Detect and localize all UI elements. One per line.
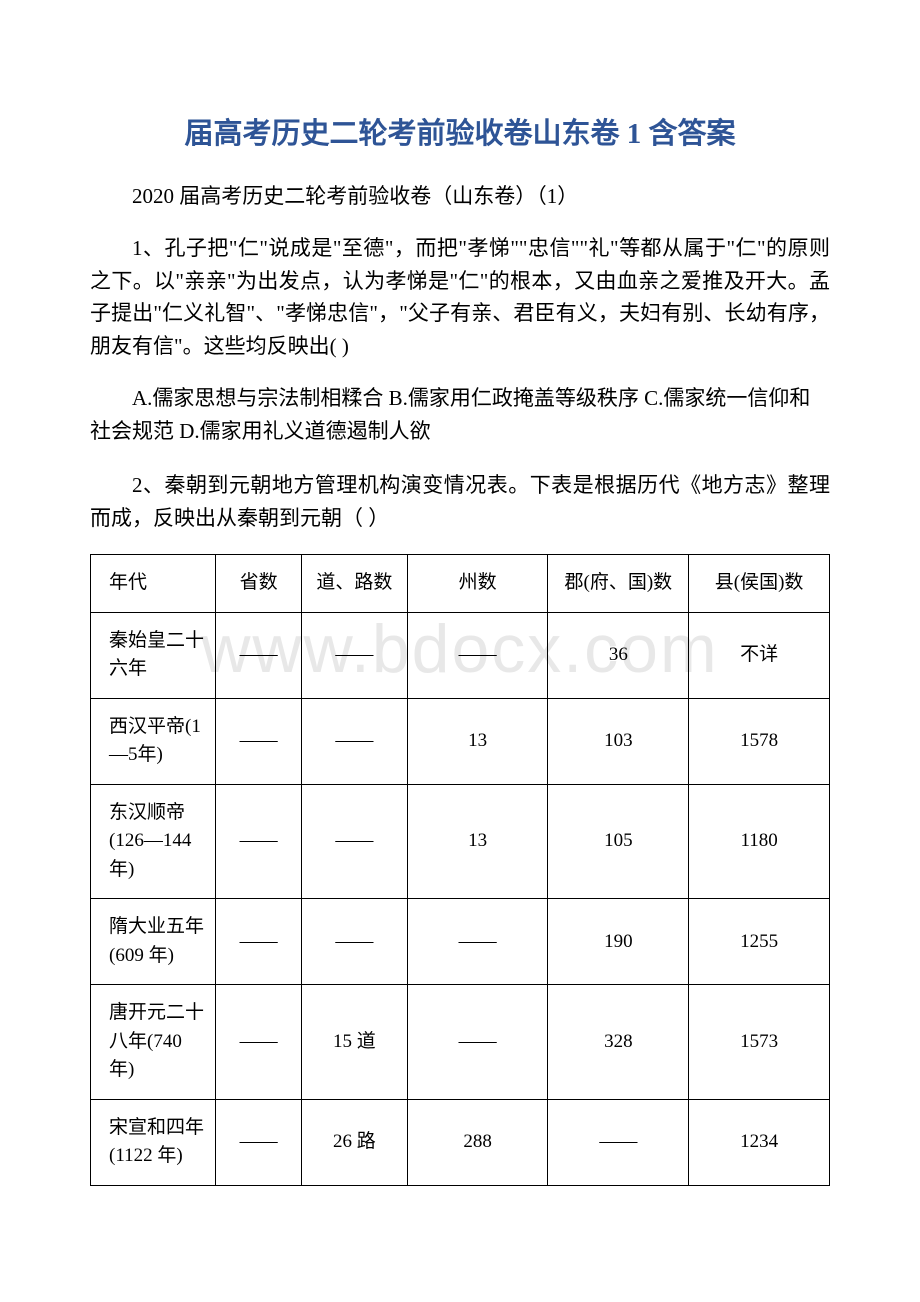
cell-province: ——	[216, 1099, 302, 1185]
table-row: 宋宣和四年(1122 年) —— 26 路 288 —— 1234	[91, 1099, 830, 1185]
cell-era: 秦始皇二十六年	[91, 612, 216, 698]
cell-xian: 1180	[689, 784, 830, 899]
cell-era: 西汉平帝(1—5年)	[91, 698, 216, 784]
cell-xian: 1573	[689, 985, 830, 1100]
question-1-options: A.儒家思想与宗法制相糅合 B.儒家用仁政掩盖等级秩序 C.儒家统一信仰和社会规…	[90, 382, 830, 447]
table-row: 隋大业五年(609 年) —— —— —— 190 1255	[91, 899, 830, 985]
cell-province: ——	[216, 612, 302, 698]
cell-dao: ——	[302, 899, 408, 985]
cell-dao: ——	[302, 784, 408, 899]
header-zhou: 州数	[407, 555, 548, 613]
table-row: 东汉顺帝(126—144年) —— —— 13 105 1180	[91, 784, 830, 899]
cell-zhou: 13	[407, 784, 548, 899]
cell-province: ——	[216, 899, 302, 985]
cell-zhou: ——	[407, 612, 548, 698]
cell-zhou: 288	[407, 1099, 548, 1185]
cell-xian: 1234	[689, 1099, 830, 1185]
cell-jun: 328	[548, 985, 689, 1100]
document-subtitle: 2020 届高考历史二轮考前验收卷（山东卷）（1）	[90, 180, 830, 210]
cell-era: 唐开元二十八年(740 年)	[91, 985, 216, 1100]
cell-era: 宋宣和四年(1122 年)	[91, 1099, 216, 1185]
cell-dao: 15 道	[302, 985, 408, 1100]
table-header-row: 年代 省数 道、路数 州数 郡(府、国)数 县(侯国)数	[91, 555, 830, 613]
cell-jun: 190	[548, 899, 689, 985]
question-1-text: 1、孔子把"仁"说成是"至德"，而把"孝悌""忠信""礼"等都从属于"仁"的原则…	[90, 232, 830, 362]
header-jun: 郡(府、国)数	[548, 555, 689, 613]
header-era: 年代	[91, 555, 216, 613]
cell-era: 隋大业五年(609 年)	[91, 899, 216, 985]
cell-jun: 103	[548, 698, 689, 784]
table-row: 秦始皇二十六年 —— —— —— 36 不详	[91, 612, 830, 698]
document-title: 届高考历史二轮考前验收卷山东卷 1 含答案	[90, 110, 830, 152]
cell-jun: 36	[548, 612, 689, 698]
cell-xian: 不详	[689, 612, 830, 698]
cell-jun: ——	[548, 1099, 689, 1185]
cell-xian: 1255	[689, 899, 830, 985]
header-xian: 县(侯国)数	[689, 555, 830, 613]
table-row: 西汉平帝(1—5年) —— —— 13 103 1578	[91, 698, 830, 784]
cell-xian: 1578	[689, 698, 830, 784]
cell-jun: 105	[548, 784, 689, 899]
cell-dao: ——	[302, 698, 408, 784]
cell-dao: 26 路	[302, 1099, 408, 1185]
cell-province: ——	[216, 985, 302, 1100]
cell-zhou: 13	[407, 698, 548, 784]
admin-division-table: 年代 省数 道、路数 州数 郡(府、国)数 县(侯国)数 秦始皇二十六年 —— …	[90, 554, 830, 1186]
cell-zhou: ——	[407, 899, 548, 985]
question-2-text: 2、秦朝到元朝地方管理机构演变情况表。下表是根据历代《地方志》整理而成，反映出从…	[90, 469, 830, 534]
header-province: 省数	[216, 555, 302, 613]
cell-province: ——	[216, 698, 302, 784]
cell-province: ——	[216, 784, 302, 899]
cell-zhou: ——	[407, 985, 548, 1100]
table-row: 唐开元二十八年(740 年) —— 15 道 —— 328 1573	[91, 985, 830, 1100]
cell-dao: ——	[302, 612, 408, 698]
cell-era: 东汉顺帝(126—144年)	[91, 784, 216, 899]
header-dao: 道、路数	[302, 555, 408, 613]
